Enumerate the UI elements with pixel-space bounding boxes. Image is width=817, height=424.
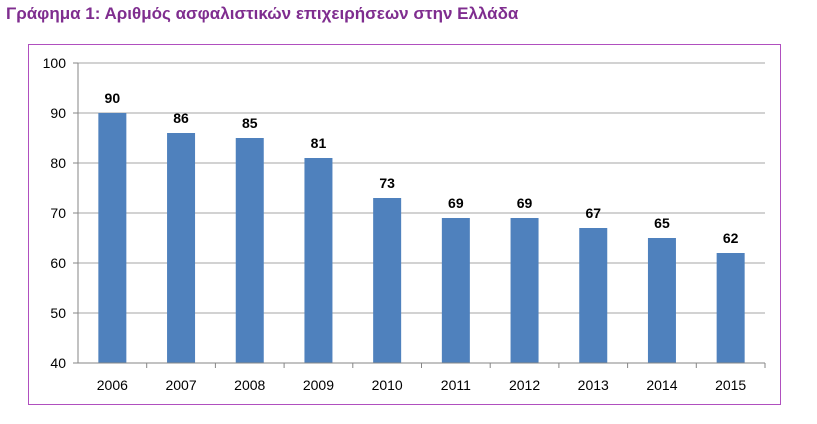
chart-frame: [28, 44, 781, 405]
data-label-2013: 67: [585, 205, 601, 221]
y-tick-label-100: 100: [43, 55, 67, 71]
y-tick-label-60: 60: [50, 255, 66, 271]
data-label-2008: 85: [242, 115, 258, 131]
x-tick-label-2013: 2013: [578, 377, 609, 393]
bar-2007: [167, 133, 196, 363]
x-tick-label-2014: 2014: [646, 377, 677, 393]
x-tick-label-2011: 2011: [441, 377, 471, 393]
data-label-2006: 90: [105, 90, 121, 106]
data-label-2015: 62: [723, 230, 739, 246]
bars: [98, 113, 745, 363]
data-label-2007: 86: [173, 110, 189, 126]
x-tick-label-2008: 2008: [234, 377, 265, 393]
chart-title: Γράφημα 1: Αριθμός ασφαλιστικών επιχειρή…: [6, 4, 519, 23]
x-tick-label-2007: 2007: [165, 377, 196, 393]
data-label-2014: 65: [654, 215, 670, 231]
y-tick-label-50: 50: [50, 305, 66, 321]
x-tick-label-2015: 2015: [715, 377, 746, 393]
bar-2006: [98, 113, 127, 363]
data-label-2011: 69: [448, 195, 464, 211]
data-label-2009: 81: [311, 135, 327, 151]
y-tick-label-80: 80: [50, 155, 66, 171]
y-tick-label-40: 40: [50, 355, 66, 371]
x-tick-label-2010: 2010: [372, 377, 403, 393]
data-label-2010: 73: [379, 175, 395, 191]
axes: [73, 62, 766, 368]
data-label-2012: 69: [517, 195, 533, 211]
y-tick-label-70: 70: [50, 205, 66, 221]
x-tick-label-2009: 2009: [303, 377, 334, 393]
x-tick-label-2012: 2012: [509, 377, 540, 393]
bar-2011: [441, 218, 470, 363]
bar-2012: [510, 218, 539, 363]
bar-2015: [716, 253, 745, 363]
bar-2014: [647, 238, 676, 363]
bar-2008: [235, 138, 264, 363]
x-tick-label-2006: 2006: [97, 377, 128, 393]
bar-2013: [579, 228, 608, 363]
bar-2010: [373, 198, 402, 363]
bar-2009: [304, 158, 333, 363]
y-tick-label-90: 90: [50, 105, 66, 121]
labels: 40 50 60 70 80 90 100 2006 90 2007 86 2008 85 2009 81 2…: [43, 55, 747, 393]
